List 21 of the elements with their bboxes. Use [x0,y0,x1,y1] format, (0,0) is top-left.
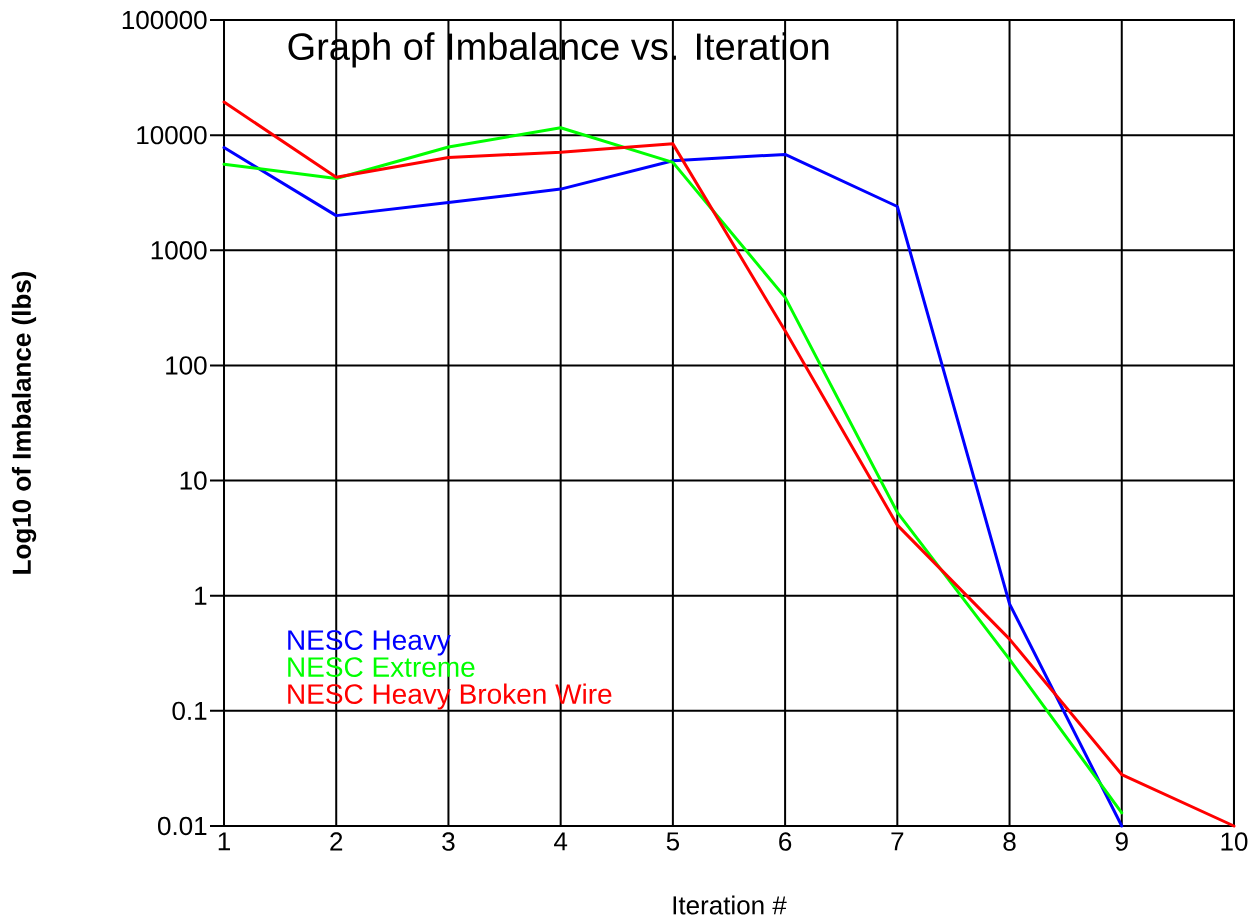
y-tick-label: 1 [195,586,207,605]
x-tick-label: 4 [554,832,568,851]
x-tick-label: 2 [330,832,343,851]
x-tick-label: 7 [891,832,904,851]
x-tick-label: 10 [1221,832,1248,851]
y-tick-label: 0.1 [172,701,207,721]
x-tick-label: 8 [1003,832,1016,851]
x-tick-label: 6 [779,832,792,851]
y-tick-label: 10 [180,471,207,490]
y-tick-label: 1000 [151,241,207,260]
y-tick-label: 0.01 [158,816,207,836]
x-axis-title: Iteration # [673,895,787,915]
line-series [222,100,1236,828]
x-tick-label: 9 [1115,832,1128,851]
y-axis-title: Log10 of Imbalance (lbs) [11,271,37,574]
x-tick-label: 1 [218,832,230,851]
y-tick-label: 100000 [122,10,207,30]
y-tick-label: 100 [166,356,207,375]
y-tick-label: 10000 [137,125,207,145]
x-tick-label: 5 [666,832,680,851]
x-tick-label: 3 [442,832,455,851]
